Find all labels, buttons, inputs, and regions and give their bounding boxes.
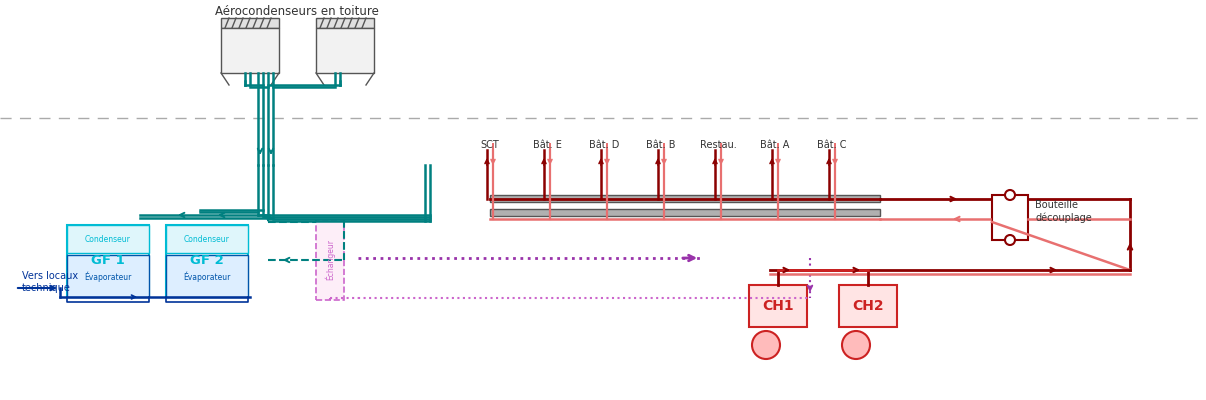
Text: Aérocondenseurs en toiture: Aérocondenseurs en toiture xyxy=(215,5,379,18)
Bar xyxy=(316,28,374,73)
Text: Échangeur: Échangeur xyxy=(324,240,335,280)
Bar xyxy=(316,220,344,300)
Bar xyxy=(166,225,248,297)
Bar xyxy=(166,225,248,253)
Text: Bât. E: Bât. E xyxy=(533,140,562,150)
Text: CH2: CH2 xyxy=(853,299,884,313)
Bar xyxy=(316,18,374,28)
Text: Évaporateur: Évaporateur xyxy=(84,272,131,282)
Bar xyxy=(839,285,897,327)
Text: GF 1: GF 1 xyxy=(92,254,125,268)
Text: Bouteille: Bouteille xyxy=(1035,200,1078,210)
Bar xyxy=(166,255,248,297)
Circle shape xyxy=(842,331,870,359)
Bar xyxy=(490,195,880,202)
Bar xyxy=(221,18,279,28)
Text: Vers locaux
technique: Vers locaux technique xyxy=(22,271,78,293)
Circle shape xyxy=(1005,235,1015,245)
Text: Bât. A: Bât. A xyxy=(760,140,790,150)
Text: SCT: SCT xyxy=(481,140,499,150)
Circle shape xyxy=(753,331,780,359)
Bar xyxy=(993,195,1028,240)
Bar xyxy=(68,255,150,297)
Bar xyxy=(68,225,150,297)
Bar xyxy=(749,285,807,327)
Text: découplage: découplage xyxy=(1035,213,1091,223)
Text: Condenseur: Condenseur xyxy=(86,236,131,244)
Text: Bât. B: Bât. B xyxy=(646,140,675,150)
Text: Bât. D: Bât. D xyxy=(589,140,619,150)
Text: CH1: CH1 xyxy=(762,299,794,313)
Text: Restau.: Restau. xyxy=(699,140,737,150)
Circle shape xyxy=(1005,190,1015,200)
Bar xyxy=(68,225,150,253)
Text: Évaporateur: Évaporateur xyxy=(183,272,230,282)
Text: Bât. C: Bât. C xyxy=(818,140,847,150)
Text: GF 2: GF 2 xyxy=(191,254,224,268)
Bar xyxy=(490,209,880,216)
Text: Condenseur: Condenseur xyxy=(185,236,230,244)
Bar xyxy=(221,28,279,73)
